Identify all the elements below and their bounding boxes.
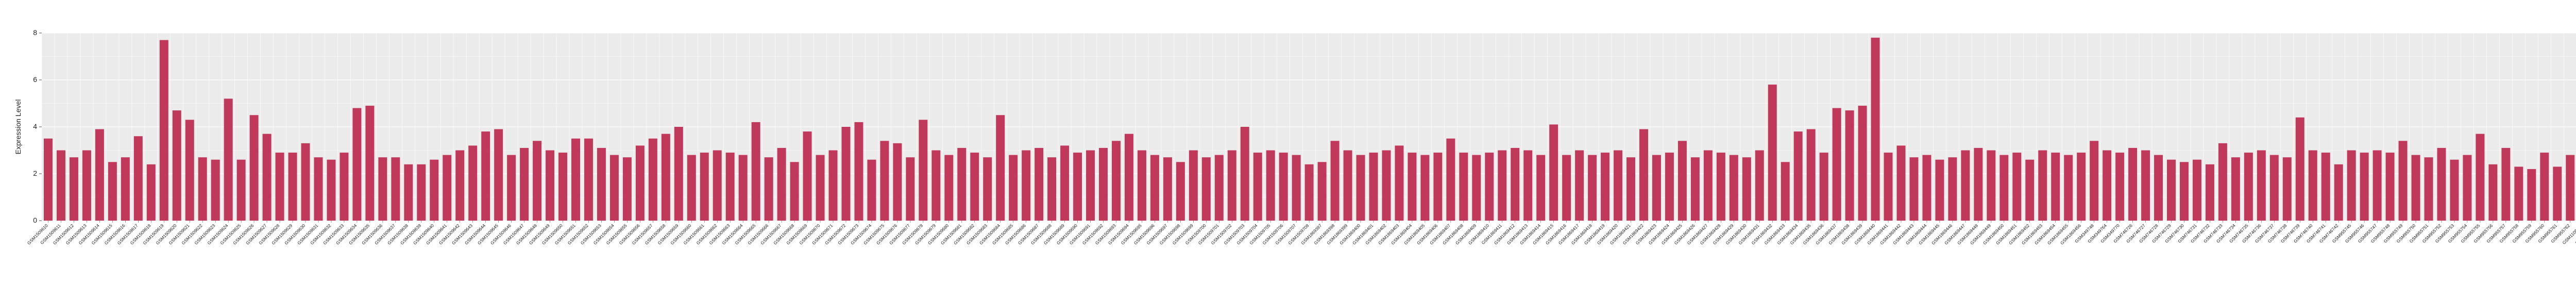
svg-text:Expression Level: Expression Level (14, 99, 22, 155)
svg-text:2: 2 (33, 169, 37, 177)
svg-text:6: 6 (33, 75, 37, 84)
svg-text:0: 0 (33, 216, 37, 224)
svg-text:8: 8 (33, 28, 37, 37)
svg-text:4: 4 (33, 122, 37, 130)
